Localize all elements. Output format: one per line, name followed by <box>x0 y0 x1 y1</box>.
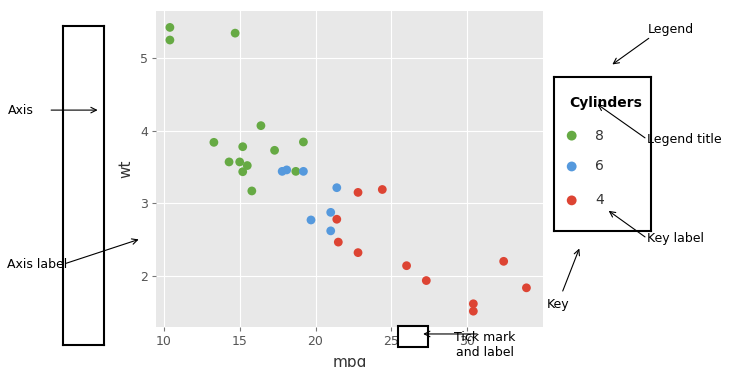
Point <box>333 239 344 245</box>
Text: Legend: Legend <box>647 23 693 36</box>
Point <box>237 144 248 150</box>
Y-axis label: wt: wt <box>118 160 133 178</box>
Point <box>565 197 577 203</box>
Point <box>237 169 248 175</box>
Point <box>234 159 246 165</box>
Point <box>290 168 302 174</box>
Point <box>164 25 176 30</box>
Text: 6: 6 <box>595 160 604 174</box>
Point <box>331 216 343 222</box>
Point <box>298 139 310 145</box>
Text: Axis label: Axis label <box>7 258 68 271</box>
Point <box>246 188 257 194</box>
Point <box>325 228 337 234</box>
Point <box>400 263 412 269</box>
Point <box>255 123 267 128</box>
Text: 4: 4 <box>595 193 603 207</box>
Point <box>376 186 388 192</box>
Point <box>565 133 577 139</box>
X-axis label: mpg: mpg <box>333 355 367 367</box>
Text: Cylinders: Cylinders <box>569 95 641 110</box>
Point <box>223 159 235 165</box>
Text: Legend title: Legend title <box>647 133 722 146</box>
Text: Key label: Key label <box>647 232 705 245</box>
Point <box>164 37 176 43</box>
Point <box>467 308 479 314</box>
Point <box>325 210 337 215</box>
Point <box>331 185 343 190</box>
Text: 8: 8 <box>595 129 604 143</box>
Point <box>565 164 577 170</box>
Point <box>241 163 253 168</box>
Point <box>467 301 479 307</box>
Point <box>498 258 510 264</box>
Point <box>298 168 310 174</box>
Point <box>276 168 288 174</box>
Point <box>420 277 432 283</box>
Text: Tick mark
and label: Tick mark and label <box>454 331 515 359</box>
Point <box>229 30 241 36</box>
Point <box>521 285 533 291</box>
Point <box>208 139 219 145</box>
Point <box>305 217 317 223</box>
Text: Key: Key <box>547 298 569 311</box>
Point <box>280 167 292 173</box>
Point <box>269 148 280 153</box>
Text: Axis: Axis <box>7 103 33 117</box>
Point <box>352 189 364 195</box>
Point <box>352 250 364 255</box>
